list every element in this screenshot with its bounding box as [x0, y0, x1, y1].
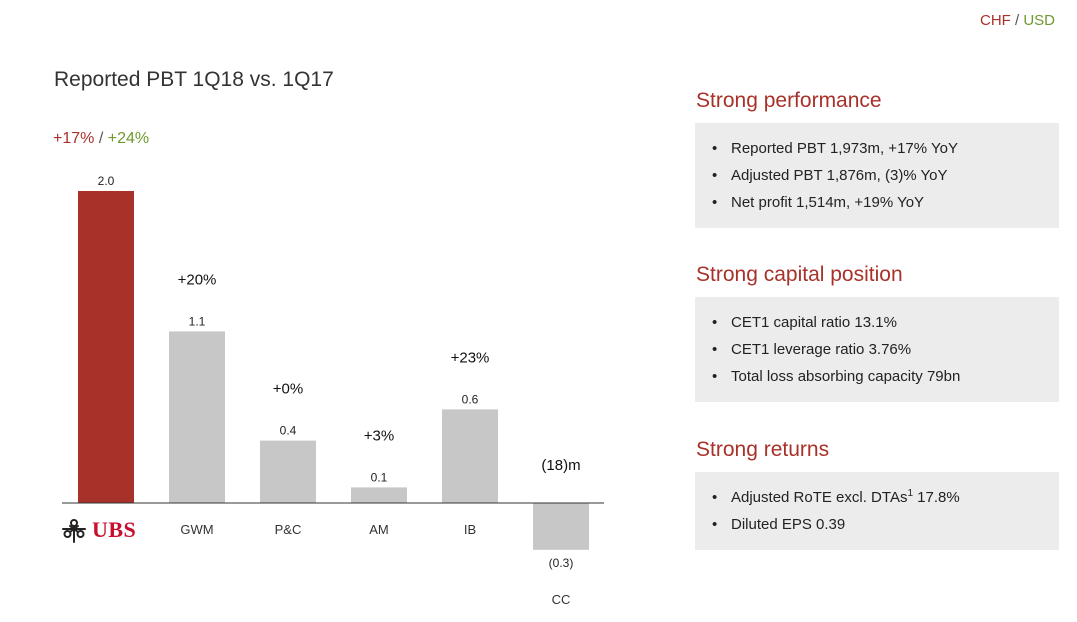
- bullet-item: Adjusted PBT 1,876m, (3)% YoY: [709, 162, 1045, 189]
- category-label: GWM: [180, 522, 213, 537]
- bullet-item: Net profit 1,514m, +19% YoY: [709, 189, 1045, 216]
- bar-value-label: 2.0: [98, 174, 115, 188]
- bullet-item: CET1 leverage ratio 3.76%: [709, 336, 1045, 363]
- section-box: Reported PBT 1,973m, +17% YoY Adjusted P…: [695, 123, 1059, 228]
- bar-2: [260, 440, 316, 503]
- bar-value-label: (0.3): [549, 556, 574, 570]
- bar-change-label: +20%: [178, 271, 217, 288]
- bar-5: [533, 503, 589, 550]
- bullet-item: Adjusted RoTE excl. DTAs1 17.8%: [709, 484, 1045, 511]
- section-performance: Strong performance Reported PBT 1,973m, …: [695, 88, 1059, 228]
- headline-usd-change: +24%: [107, 130, 150, 147]
- bullet-value: 17.8%: [913, 489, 960, 506]
- bar-4: [442, 409, 498, 503]
- bar-1: [169, 331, 225, 503]
- category-label: P&C: [275, 522, 302, 537]
- bar-change-label: +23%: [451, 349, 490, 366]
- bar-value-label: 0.6: [462, 392, 479, 406]
- ubs-logo-text: UBS: [92, 517, 137, 542]
- bar-value-label: 0.1: [371, 470, 388, 484]
- bullet-item: CET1 capital ratio 13.1%: [709, 309, 1045, 336]
- section-title: Strong performance: [696, 89, 882, 112]
- bar-change-label: +3%: [364, 427, 394, 444]
- currency-chf: CHF: [979, 12, 1011, 29]
- section-capital: Strong capital position CET1 capital rat…: [695, 262, 1059, 402]
- section-returns: Strong returns Adjusted RoTE excl. DTAs1…: [695, 437, 1059, 550]
- bar-3: [351, 487, 407, 503]
- page-title: Reported PBT 1Q18 vs. 1Q17: [54, 68, 334, 91]
- category-label: AM: [369, 522, 389, 537]
- currency-toggle: CHF / USD: [980, 12, 1055, 29]
- headline-change: +17% / +24%: [53, 130, 149, 148]
- bar-change-label: +0%: [273, 381, 303, 398]
- ubs-logo: UBS: [60, 516, 136, 544]
- bullet-item: Diluted EPS 0.39: [709, 511, 1045, 538]
- section-box: CET1 capital ratio 13.1% CET1 leverage r…: [695, 297, 1059, 402]
- bar-value-label: 1.1: [189, 314, 206, 328]
- currency-separator: /: [1014, 12, 1020, 29]
- bullet-text: Adjusted RoTE excl. DTAs: [731, 489, 908, 506]
- category-label: CC: [552, 592, 571, 607]
- bar-value-label: 0.4: [280, 424, 297, 438]
- section-title: Strong capital position: [696, 263, 903, 286]
- section-box: Adjusted RoTE excl. DTAs1 17.8% Diluted …: [695, 472, 1059, 550]
- bullet-item: Total loss absorbing capacity 79bn: [709, 363, 1045, 390]
- footnote-marker: 1: [907, 488, 914, 499]
- category-label: IB: [464, 522, 476, 537]
- headline-chf-change: +17%: [53, 130, 95, 147]
- headline-separator: /: [98, 130, 104, 147]
- ubs-keys-icon: [62, 519, 86, 543]
- bar-change-label: (18)m: [541, 457, 580, 474]
- bullet-item: Reported PBT 1,973m, +17% YoY: [709, 135, 1045, 162]
- section-title: Strong returns: [696, 438, 830, 461]
- bar-0: [78, 191, 134, 503]
- currency-usd: USD: [1023, 12, 1055, 29]
- pbt-bar-chart: 2.0 1.1 +20% GWM 0.4 +0% P&C 0.1 +3% AM 0.6 +23% IB (…: [62, 174, 604, 607]
